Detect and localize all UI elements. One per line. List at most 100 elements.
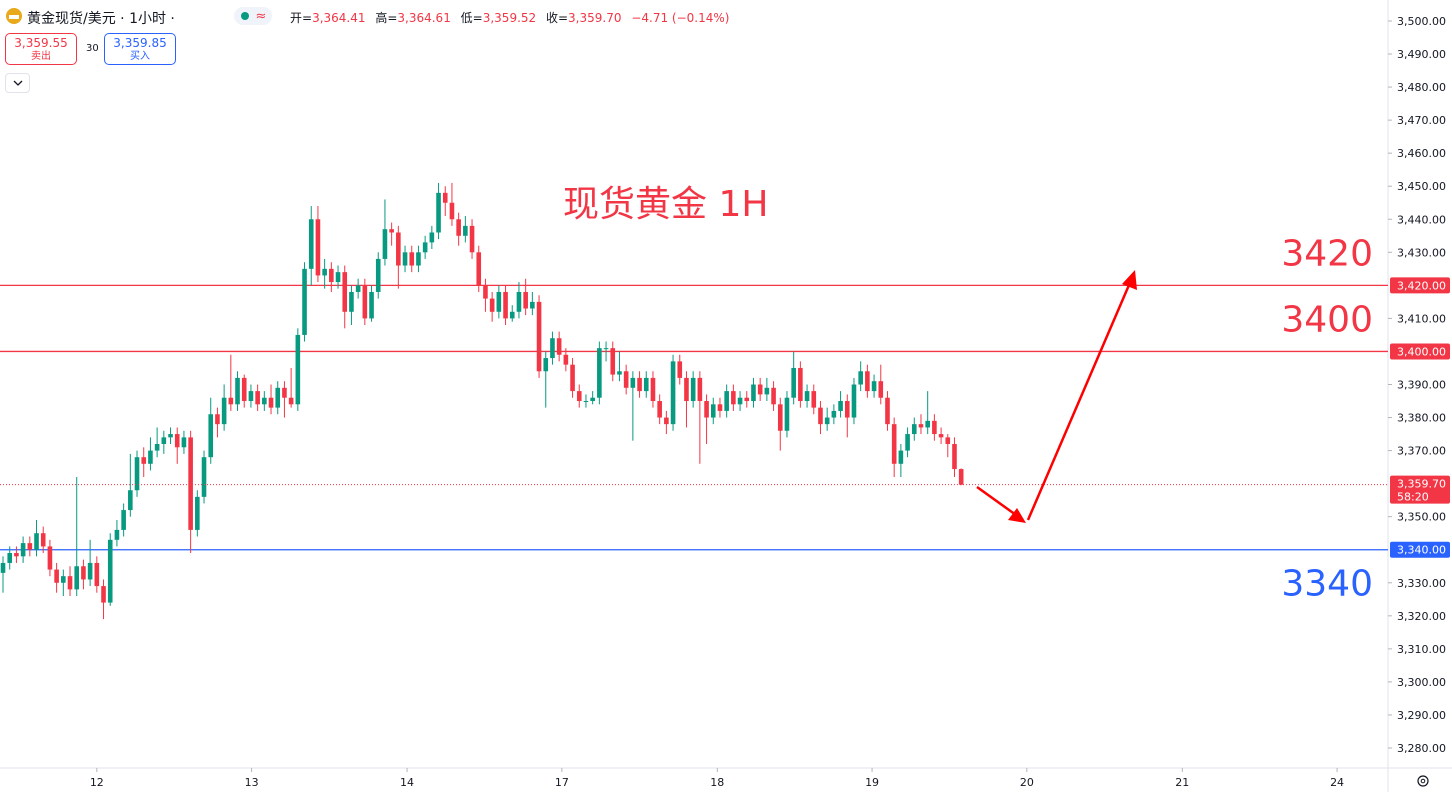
candle-body — [489, 298, 495, 312]
candle-body — [134, 457, 140, 491]
candle-body — [932, 420, 937, 435]
candle-body — [550, 338, 555, 359]
candle-body — [483, 285, 488, 299]
candle-body — [402, 252, 408, 266]
candle-body — [469, 225, 475, 253]
x-tick-label: 19 — [865, 776, 879, 789]
candle-body — [154, 443, 160, 451]
x-tick-label: 12 — [90, 776, 104, 789]
sell-button[interactable]: 3,359.55 卖出 — [5, 33, 77, 65]
candle-body — [603, 348, 609, 350]
candle-body — [208, 414, 214, 458]
arrow-down-head — [1008, 508, 1026, 523]
price-label: 3,420.00 — [1397, 279, 1446, 292]
y-tick-label: 3,290.00 — [1397, 709, 1446, 722]
ohlc-label: 低= — [460, 11, 483, 25]
candle-body — [791, 367, 796, 398]
ohlc-value: 3,364.61 — [397, 11, 451, 25]
pill-symbol: ≈ — [256, 9, 267, 24]
candle-body — [838, 401, 843, 411]
candle-body — [375, 258, 381, 292]
price-label-box — [1390, 343, 1450, 360]
gear[interactable] — [1417, 775, 1429, 787]
status-pill[interactable]: ≈ — [234, 7, 272, 25]
settings-icon[interactable] — [1417, 775, 1429, 787]
candle-body — [61, 576, 66, 583]
ohlc-value: 3,364.41 — [312, 11, 366, 25]
candle-body — [342, 272, 348, 312]
candle-body — [235, 377, 240, 405]
candle-body — [811, 391, 817, 408]
candle-body — [128, 490, 133, 511]
candle-body — [523, 291, 528, 309]
candle-body — [161, 437, 167, 444]
chevron-line — [13, 80, 23, 86]
candle-body — [771, 387, 776, 405]
arrow-down-line — [976, 485, 1017, 517]
y-tick-label: 3,300.00 — [1397, 676, 1446, 689]
candle-body — [362, 285, 368, 319]
candle-body — [295, 334, 301, 405]
candle-body — [717, 404, 723, 411]
candle-body — [664, 417, 669, 425]
candle-body — [121, 510, 126, 530]
candle-body — [751, 384, 756, 402]
candle-body — [429, 232, 435, 243]
candle-body — [308, 219, 314, 269]
y-tick-label: 3,440.00 — [1397, 213, 1446, 226]
candle-body — [20, 543, 26, 557]
y-tick-label: 3,480.00 — [1397, 81, 1446, 94]
candle-body — [851, 384, 857, 418]
candle-body — [67, 576, 73, 590]
candle-body — [583, 401, 589, 403]
candle-body — [704, 401, 709, 418]
x-tick-label: 17 — [555, 776, 569, 789]
candle-body — [463, 225, 468, 236]
candle-body — [221, 397, 227, 425]
x-tick-label: 18 — [710, 776, 724, 789]
candle-body — [228, 397, 234, 405]
y-tick-label: 3,490.00 — [1397, 48, 1446, 61]
candle-body — [724, 391, 729, 411]
candle-body — [885, 397, 890, 425]
candle-body — [255, 391, 260, 405]
y-tick-label: 3,320.00 — [1397, 610, 1446, 623]
candle-body — [918, 424, 924, 428]
candle-body — [201, 457, 207, 497]
candle-body — [677, 361, 683, 378]
candle-body — [597, 348, 602, 398]
buy-button[interactable]: 3,359.85 买入 — [104, 33, 176, 65]
candle-body — [516, 291, 522, 312]
candle-body — [858, 371, 863, 385]
symbol-icon — [6, 8, 22, 24]
pill-graphic: ≈ — [241, 9, 267, 24]
symbol-title[interactable]: 黄金现货/美元 · 1小时 · — [27, 11, 175, 27]
candle-body — [396, 232, 401, 266]
candle-body — [784, 397, 790, 431]
candle-body — [891, 424, 897, 464]
candle-body — [617, 371, 622, 375]
candle-body — [148, 450, 153, 464]
price-label-box — [1390, 541, 1450, 558]
candle-body — [449, 202, 455, 220]
candle-body — [195, 496, 200, 530]
y-tick-label: 3,370.00 — [1397, 445, 1446, 458]
candle-body — [690, 377, 696, 402]
candle-body — [282, 387, 287, 398]
candle-body — [81, 566, 86, 580]
candle-body — [409, 252, 415, 266]
y-tick-label: 3,330.00 — [1397, 577, 1446, 590]
candle-body — [804, 391, 810, 402]
countdown: 58:20 — [1397, 491, 1429, 504]
buy-label: 买入 — [130, 51, 150, 62]
candle-body — [54, 569, 59, 583]
ohlc-change: −4.71 (−0.14%) — [631, 11, 730, 25]
line-annotation: 3340 — [1281, 564, 1373, 605]
candle-body — [107, 539, 113, 603]
x-tick-label: 14 — [400, 776, 414, 789]
collapse-button[interactable] — [5, 73, 30, 93]
candle-body — [697, 377, 703, 402]
candle-body — [442, 192, 448, 203]
last-price-label: 3,359.70 — [1397, 478, 1446, 491]
